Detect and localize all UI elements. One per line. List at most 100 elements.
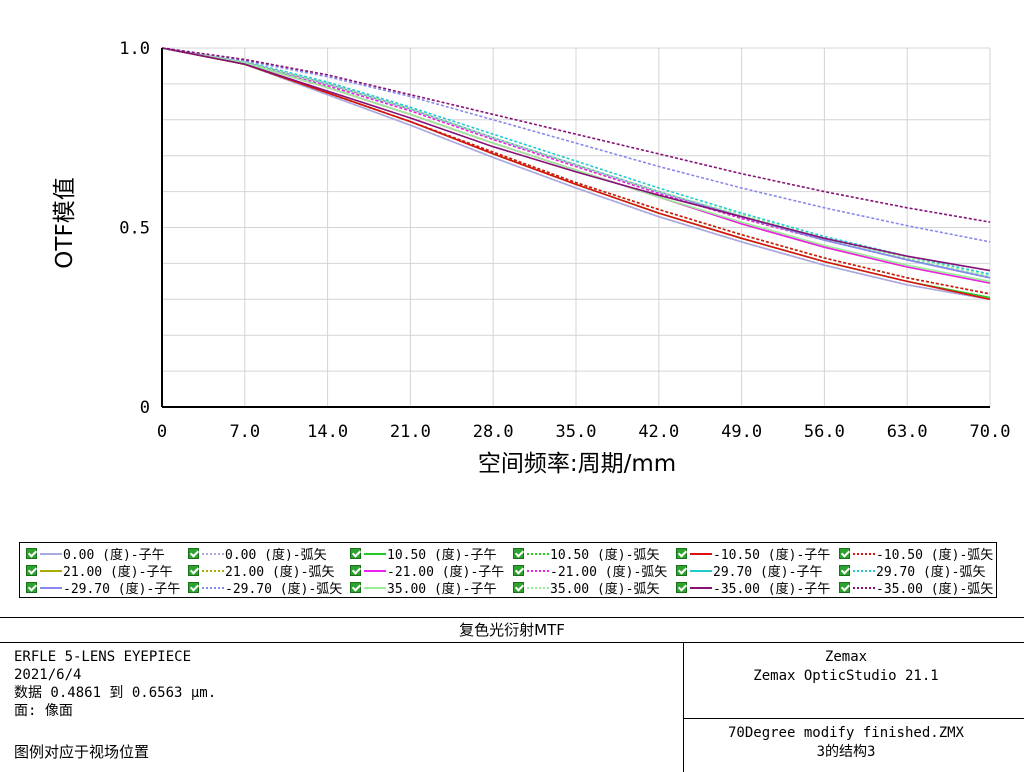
x-tick-label: 7.0 xyxy=(229,422,260,442)
legend-checkbox[interactable] xyxy=(26,548,37,559)
series-line xyxy=(161,47,991,223)
legend-swatch xyxy=(527,586,549,589)
legend-label: -35.00 (度)-弧矢 xyxy=(876,582,994,597)
legend-swatch xyxy=(690,552,712,555)
series-line xyxy=(161,47,991,301)
legend-checkbox[interactable] xyxy=(188,582,199,593)
y-tick-label: 0.5 xyxy=(119,219,150,239)
legend-checkbox[interactable] xyxy=(839,582,850,593)
series-line xyxy=(161,47,991,283)
legend-item[interactable]: 21.00 (度)-弧矢 xyxy=(188,562,335,580)
legend-item[interactable]: -35.00 (度)-弧矢 xyxy=(839,579,994,597)
date-text: 2021/6/4 xyxy=(14,667,82,683)
legend-swatch xyxy=(853,552,875,555)
legend-swatch xyxy=(202,552,224,555)
y-tick-labels: 0 0.5 1.0 xyxy=(119,39,150,418)
legend-item[interactable]: -29.70 (度)-弧矢 xyxy=(188,579,343,597)
legend-label: -29.70 (度)-子午 xyxy=(63,582,181,597)
legend-swatch xyxy=(364,552,386,555)
legend-checkbox[interactable] xyxy=(350,582,361,593)
legend-label: -10.50 (度)-子午 xyxy=(713,548,831,563)
legend-label: -10.50 (度)-弧矢 xyxy=(876,548,994,563)
legend-swatch xyxy=(364,586,386,589)
x-axis-title: 空间频率:周期/mm xyxy=(478,451,676,477)
legend-item[interactable]: -35.00 (度)-子午 xyxy=(676,579,831,597)
chart-grid xyxy=(162,47,991,407)
legend-label: -21.00 (度)-子午 xyxy=(387,565,505,580)
legend-item[interactable]: -29.70 (度)-子午 xyxy=(26,579,181,597)
legend-item[interactable]: 29.70 (度)-弧矢 xyxy=(839,562,986,580)
x-tick-label: 28.0 xyxy=(473,422,514,442)
company-name: Zemax xyxy=(824,649,868,665)
legend-checkbox[interactable] xyxy=(676,548,687,559)
product-name: Zemax OpticStudio 21.1 xyxy=(753,668,939,684)
x-tick-labels: 0 7.0 14.0 21.0 28.0 35.0 42.0 49.0 56.0 63.0 70.0 xyxy=(157,422,1011,442)
x-tick-label: 21.0 xyxy=(390,422,431,442)
legend-checkbox[interactable] xyxy=(676,582,687,593)
legend-swatch xyxy=(364,569,386,572)
legend-item[interactable]: -21.00 (度)-弧矢 xyxy=(513,562,668,580)
x-tick-label: 14.0 xyxy=(307,422,348,442)
file-block: 70Degree modify finished.ZMX 3的结构3 xyxy=(684,724,1008,762)
legend-swatch xyxy=(853,586,875,589)
legend-label: 35.00 (度)-弧矢 xyxy=(550,582,660,597)
legend-checkbox[interactable] xyxy=(350,548,361,559)
legend-swatch xyxy=(40,569,62,572)
legend-item[interactable]: 35.00 (度)-弧矢 xyxy=(513,579,660,597)
series-line xyxy=(161,47,991,243)
chart-axes xyxy=(161,48,990,408)
legend-item[interactable]: 0.00 (度)-弧矢 xyxy=(188,545,327,563)
x-tick-label: 42.0 xyxy=(638,422,679,442)
series-line xyxy=(161,47,991,272)
y-axis-title: OTF模值 xyxy=(52,177,78,268)
info-panel: 复色光衍射MTF ERFLE 5-LENS EYEPIECE 2021/6/4 … xyxy=(0,617,1024,772)
software-block: Zemax Zemax OpticStudio 21.1 xyxy=(684,648,1008,686)
wavelength-range: 数据 0.4861 到 0.6563 μm. xyxy=(14,685,217,701)
legend-checkbox[interactable] xyxy=(188,548,199,559)
legend-note: 图例对应于视场位置 xyxy=(14,743,150,761)
legend-item[interactable]: 21.00 (度)-子午 xyxy=(26,562,173,580)
x-tick-label: 35.0 xyxy=(556,422,597,442)
legend-swatch xyxy=(202,586,224,589)
series-lines xyxy=(161,47,991,301)
legend-checkbox[interactable] xyxy=(350,565,361,576)
legend-label: 29.70 (度)-弧矢 xyxy=(876,565,986,580)
legend-label: 0.00 (度)-子午 xyxy=(63,548,165,563)
series-line xyxy=(161,47,991,277)
legend-checkbox[interactable] xyxy=(513,548,524,559)
legend-item[interactable]: -10.50 (度)-弧矢 xyxy=(839,545,994,563)
legend-checkbox[interactable] xyxy=(839,548,850,559)
legend-label: -35.00 (度)-子午 xyxy=(713,582,831,597)
panel-title: 复色光衍射MTF xyxy=(0,618,1024,643)
legend-label: 29.70 (度)-子午 xyxy=(713,565,823,580)
legend-checkbox[interactable] xyxy=(513,565,524,576)
legend-checkbox[interactable] xyxy=(839,565,850,576)
legend-swatch xyxy=(690,586,712,589)
chart-legend: 0.00 (度)-子午 0.00 (度)-弧矢 10.50 (度)-子午 10.50 … xyxy=(19,542,997,598)
legend-item[interactable]: 10.50 (度)-弧矢 xyxy=(513,545,660,563)
legend-item[interactable]: 29.70 (度)-子午 xyxy=(676,562,823,580)
legend-label: 21.00 (度)-弧矢 xyxy=(225,565,335,580)
legend-item[interactable]: 10.50 (度)-子午 xyxy=(350,545,497,563)
legend-item[interactable]: 0.00 (度)-子午 xyxy=(26,545,165,563)
legend-swatch xyxy=(202,569,224,572)
legend-label: 10.50 (度)-弧矢 xyxy=(550,548,660,563)
legend-item[interactable]: -21.00 (度)-子午 xyxy=(350,562,505,580)
legend-checkbox[interactable] xyxy=(513,582,524,593)
legend-label: 21.00 (度)-子午 xyxy=(63,565,173,580)
legend-swatch xyxy=(690,569,712,572)
legend-checkbox[interactable] xyxy=(676,565,687,576)
legend-swatch xyxy=(40,586,62,589)
legend-label: -29.70 (度)-弧矢 xyxy=(225,582,343,597)
series-line xyxy=(161,47,991,295)
legend-checkbox[interactable] xyxy=(26,582,37,593)
x-tick-label: 63.0 xyxy=(887,422,928,442)
legend-item[interactable]: -10.50 (度)-子午 xyxy=(676,545,831,563)
panel-divider-horizontal xyxy=(683,718,1024,719)
legend-label: 10.50 (度)-子午 xyxy=(387,548,497,563)
legend-label: -21.00 (度)-弧矢 xyxy=(550,565,668,580)
legend-checkbox[interactable] xyxy=(188,565,199,576)
legend-swatch xyxy=(40,552,62,555)
legend-item[interactable]: 35.00 (度)-子午 xyxy=(350,579,496,597)
legend-checkbox[interactable] xyxy=(26,565,37,576)
